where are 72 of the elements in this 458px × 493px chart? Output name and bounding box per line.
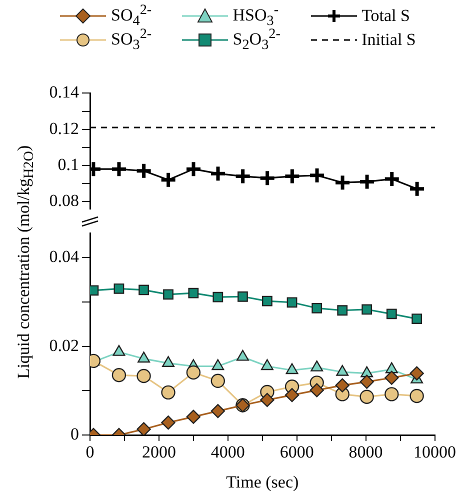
point <box>358 172 376 190</box>
point <box>384 370 399 385</box>
point <box>310 360 324 372</box>
point <box>334 174 352 192</box>
point <box>335 378 350 392</box>
y-tick-label: 0.04 <box>49 247 80 266</box>
point <box>360 374 374 389</box>
point <box>260 359 274 370</box>
point <box>186 365 201 380</box>
point <box>260 392 274 408</box>
point <box>336 364 349 376</box>
point <box>209 164 227 182</box>
point <box>362 304 372 315</box>
point <box>410 366 424 380</box>
point <box>163 289 174 300</box>
x-tick-label: 4000 <box>210 442 245 462</box>
point <box>408 180 426 198</box>
point <box>258 169 276 187</box>
point <box>212 292 224 302</box>
point <box>112 344 126 356</box>
point <box>136 422 151 435</box>
x-tick-label: 8000 <box>348 442 383 462</box>
point <box>310 383 324 398</box>
point <box>385 362 398 374</box>
point <box>188 288 199 298</box>
point <box>210 374 225 388</box>
point <box>136 368 151 384</box>
point <box>135 162 153 180</box>
x-tick-label: 6000 <box>280 442 314 462</box>
y-tick-label: 0.02 <box>49 336 79 355</box>
x-tick-label: 10000 <box>414 442 456 462</box>
point <box>138 284 149 296</box>
point <box>234 168 252 186</box>
point <box>383 170 401 188</box>
point <box>286 297 298 308</box>
y-tick-label: 0.08 <box>49 191 79 210</box>
point <box>112 368 126 382</box>
y-tick-label: 0.12 <box>49 118 79 138</box>
point <box>283 168 301 186</box>
point <box>337 305 348 316</box>
x-tick-label: 0 <box>86 442 94 462</box>
point <box>110 160 128 178</box>
point <box>236 350 249 361</box>
point <box>286 363 298 374</box>
point <box>360 390 374 404</box>
point <box>384 387 399 402</box>
y-tick-label: 0.1 <box>58 154 79 174</box>
legend-label: Initial S <box>362 30 416 50</box>
x-axis-title: Time (sec) <box>226 472 299 492</box>
y-tick-label: 0.14 <box>49 82 80 102</box>
point <box>360 366 374 378</box>
point <box>138 352 150 363</box>
point <box>160 171 178 189</box>
point <box>410 388 424 404</box>
point <box>162 356 174 367</box>
point <box>210 404 225 418</box>
point <box>284 388 300 402</box>
point <box>412 314 422 324</box>
legend-label: Total S <box>362 6 410 26</box>
point <box>184 160 202 178</box>
point <box>114 283 124 294</box>
point <box>312 302 322 314</box>
point <box>186 410 201 424</box>
point <box>308 166 326 184</box>
y-tick-label: 0 <box>70 424 79 444</box>
point <box>386 308 397 320</box>
point <box>262 296 272 306</box>
point <box>238 291 248 302</box>
x-tick-label: 2000 <box>142 442 176 462</box>
point <box>161 415 176 430</box>
point <box>161 385 176 400</box>
point <box>212 359 224 370</box>
